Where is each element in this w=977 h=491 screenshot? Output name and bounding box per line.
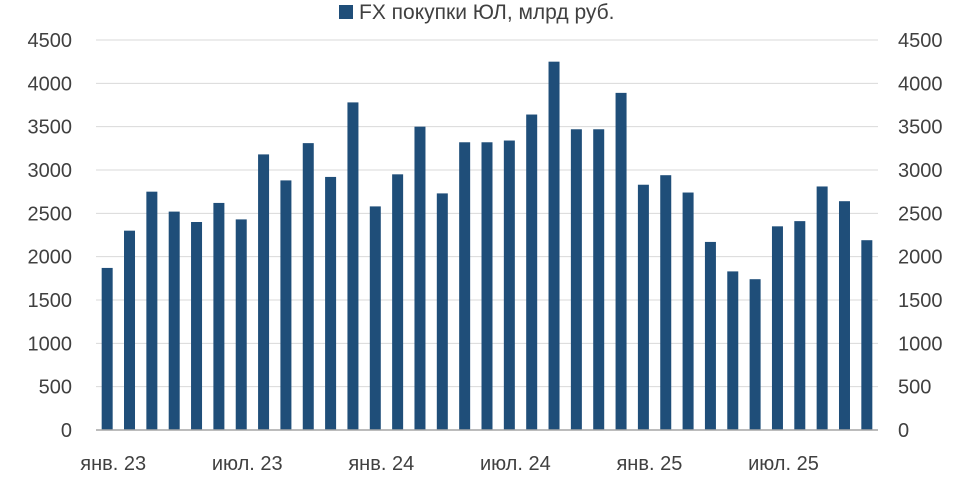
x-axis-labels: янв. 23 июл. 23 янв. 24 июл. 24 янв. 25 июл. … bbox=[80, 453, 819, 475]
x-tick-label: июл. 25 bbox=[748, 453, 819, 475]
y-tick-label-left: 3000 bbox=[28, 160, 73, 182]
x-tick-label: июл. 23 bbox=[212, 453, 283, 475]
y-tick-label-left: 1500 bbox=[28, 290, 73, 312]
bar bbox=[704, 241, 716, 430]
bar bbox=[146, 191, 158, 430]
bar bbox=[280, 180, 292, 430]
x-tick-label: янв. 25 bbox=[616, 453, 682, 475]
bar bbox=[637, 184, 649, 430]
y-tick-label-left: 4500 bbox=[28, 30, 73, 52]
bar bbox=[302, 143, 314, 430]
y-axis-left: 0 500 1000 1500 2000 2500 3000 3500 4000 4500 bbox=[28, 30, 73, 442]
y-tick-label-right: 1000 bbox=[898, 333, 943, 355]
bar bbox=[191, 222, 203, 430]
x-tick-label: янв. 24 bbox=[348, 453, 414, 475]
x-tick-label: июл. 24 bbox=[480, 453, 551, 475]
bar bbox=[414, 126, 426, 431]
y-tick-label-left: 2000 bbox=[28, 247, 73, 269]
y-tick-label-right: 500 bbox=[898, 377, 931, 399]
bar bbox=[459, 142, 471, 430]
legend-swatch bbox=[339, 5, 353, 19]
bar bbox=[838, 201, 850, 430]
y-tick-label-left: 0 bbox=[61, 420, 72, 442]
bar bbox=[593, 129, 605, 430]
bar bbox=[369, 206, 381, 430]
y-tick-label-right: 1500 bbox=[898, 290, 943, 312]
y-tick-label-right: 0 bbox=[898, 420, 909, 442]
legend: FX покупки ЮЛ, млрд руб. bbox=[339, 1, 615, 24]
bar bbox=[570, 129, 582, 430]
bar bbox=[615, 92, 627, 431]
y-tick-label-right: 2500 bbox=[898, 203, 943, 225]
y-tick-label-left: 1000 bbox=[28, 333, 73, 355]
y-axis-right: 0 500 1000 1500 2000 2500 3000 3500 4000 4500 bbox=[898, 30, 943, 442]
y-tick-label-right: 2000 bbox=[898, 247, 943, 269]
y-tick-label-right: 4000 bbox=[898, 73, 943, 95]
bar bbox=[526, 114, 538, 430]
bar bbox=[124, 230, 136, 430]
bar bbox=[816, 186, 828, 430]
legend-label: FX покупки ЮЛ, млрд руб. bbox=[359, 1, 615, 24]
x-tick-label: янв. 23 bbox=[80, 453, 146, 475]
y-tick-label-right: 3500 bbox=[898, 117, 943, 139]
y-tick-label-left: 2500 bbox=[28, 203, 73, 225]
bar bbox=[503, 140, 515, 430]
bar bbox=[168, 211, 180, 430]
y-tick-label-left: 4000 bbox=[28, 73, 73, 95]
bar bbox=[794, 221, 806, 430]
y-tick-label-right: 4500 bbox=[898, 30, 943, 52]
bar bbox=[325, 176, 337, 430]
bar bbox=[213, 202, 225, 430]
bar bbox=[548, 61, 560, 431]
bar bbox=[392, 174, 404, 430]
bar bbox=[660, 175, 672, 430]
bar bbox=[481, 142, 493, 430]
y-tick-label-left: 500 bbox=[39, 377, 72, 399]
bar bbox=[258, 154, 270, 430]
bar bbox=[101, 267, 113, 430]
y-tick-label-right: 3000 bbox=[898, 160, 943, 182]
bar bbox=[727, 271, 739, 430]
bar bbox=[235, 219, 247, 430]
bar bbox=[436, 193, 448, 430]
bar bbox=[347, 102, 359, 431]
bar bbox=[682, 192, 694, 430]
y-tick-label-left: 3500 bbox=[28, 117, 73, 139]
bars bbox=[101, 61, 873, 431]
bar bbox=[861, 240, 873, 430]
bar bbox=[771, 226, 783, 430]
bar bbox=[749, 279, 761, 430]
